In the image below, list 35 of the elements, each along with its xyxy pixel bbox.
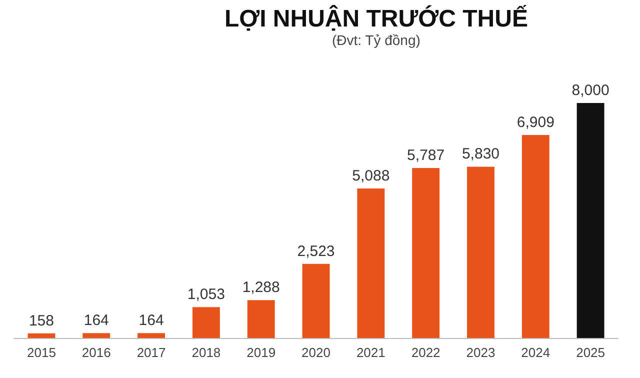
- bar: [467, 166, 494, 338]
- bar: [82, 333, 110, 338]
- data-label: 1,288: [242, 279, 280, 296]
- data-label: 8,000: [572, 82, 610, 99]
- bar: [357, 188, 385, 338]
- data-label: 2,523: [297, 242, 335, 260]
- bar: [412, 168, 440, 338]
- x-tick-label: 2022: [411, 345, 440, 360]
- x-tick-label: 2025: [576, 345, 606, 360]
- bar: [576, 103, 604, 338]
- chart-subtitle: (Đvt: Tỷ đồng): [332, 32, 420, 48]
- x-tick-label: 2016: [82, 345, 111, 360]
- x-tick-label: 2023: [466, 345, 496, 360]
- data-label: 5,088: [352, 168, 390, 185]
- bar: [138, 333, 165, 338]
- x-tick-label: 2015: [26, 345, 56, 360]
- data-label: 6,909: [516, 114, 554, 132]
- x-tick-label: 2021: [356, 345, 386, 360]
- x-tick-label: 2017: [136, 345, 166, 360]
- bar: [522, 135, 550, 338]
- data-label: 5,787: [407, 147, 445, 164]
- x-tick-label: 2018: [192, 345, 221, 360]
- data-label: 164: [84, 312, 109, 330]
- x-tick-label: 2019: [246, 345, 276, 360]
- chart-title: LỢI NHUẬN TRƯỚC THUẾ: [224, 4, 528, 32]
- bar: [192, 307, 220, 338]
- bar: [302, 264, 330, 338]
- x-tick-label: 2020: [302, 345, 330, 360]
- data-label: 164: [138, 312, 164, 330]
- data-label: 158: [28, 312, 54, 330]
- bar: [247, 300, 275, 338]
- bar: [28, 333, 56, 338]
- data-label: 1,053: [187, 286, 225, 304]
- data-label: 5,830: [462, 146, 500, 163]
- x-tick-label: 2024: [521, 345, 550, 360]
